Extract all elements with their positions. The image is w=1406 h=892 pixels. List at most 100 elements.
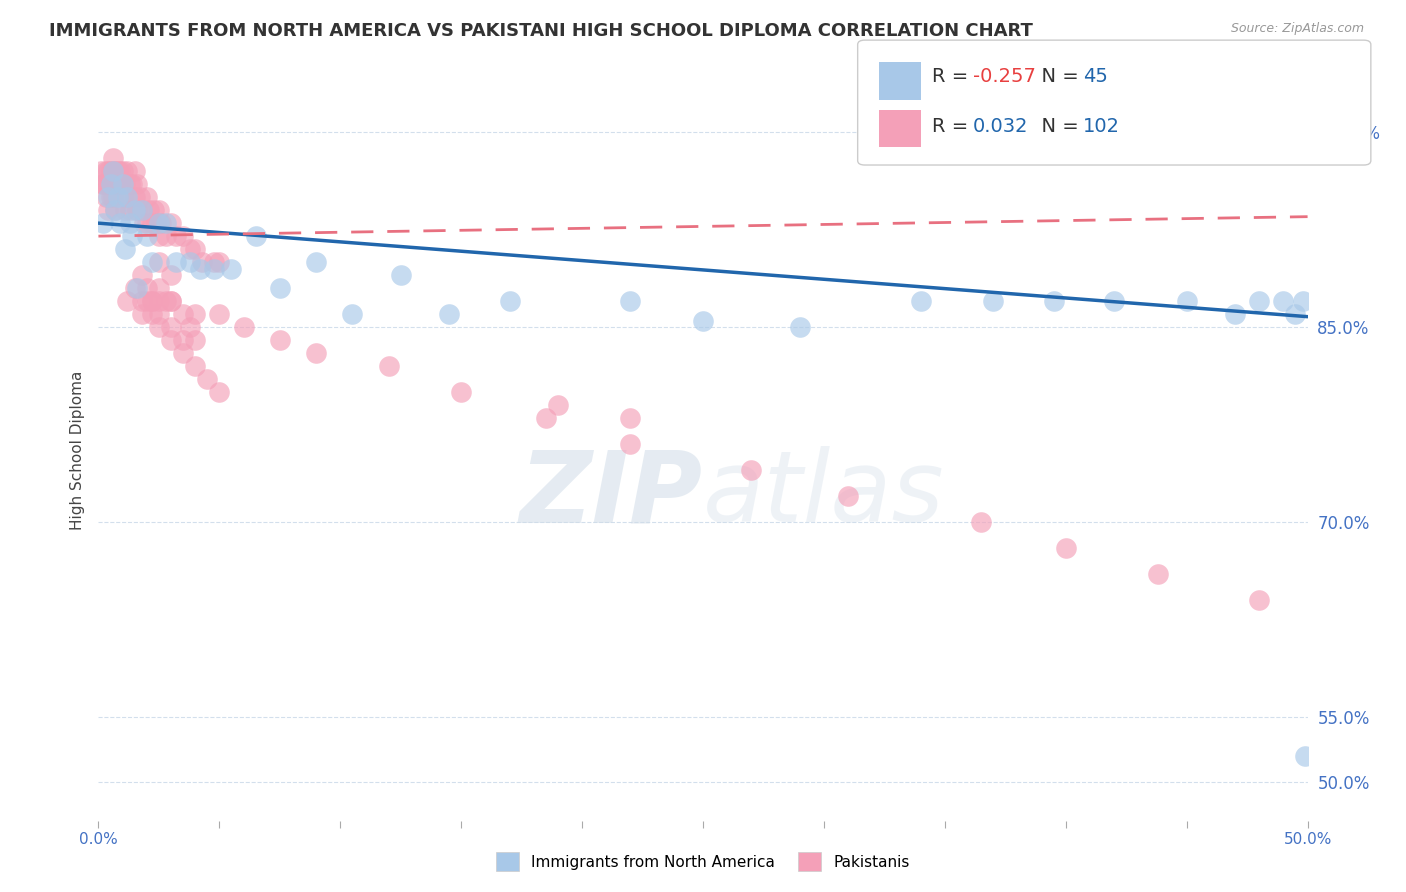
Point: [121, 177, 143, 191]
Point: [389, 268, 412, 282]
Text: R =: R =: [932, 67, 974, 87]
Text: N =: N =: [1029, 117, 1085, 136]
Point: [100, 177, 122, 191]
Point: [437, 307, 460, 321]
Point: [195, 372, 218, 386]
Point: [117, 190, 139, 204]
Point: [305, 255, 328, 269]
Point: [1272, 294, 1295, 309]
Point: [184, 359, 207, 373]
Point: [131, 203, 153, 218]
Text: 0.032: 0.032: [973, 117, 1028, 136]
Point: [204, 261, 226, 276]
Point: [135, 190, 157, 204]
Point: [1292, 294, 1315, 309]
Text: ZIP: ZIP: [520, 446, 703, 543]
Point: [138, 203, 160, 218]
Point: [342, 307, 364, 321]
Point: [128, 190, 150, 204]
Point: [789, 320, 811, 334]
Point: [135, 216, 157, 230]
Point: [165, 229, 187, 244]
Text: Source: ZipAtlas.com: Source: ZipAtlas.com: [1230, 22, 1364, 36]
Point: [127, 281, 149, 295]
Text: N =: N =: [1029, 67, 1085, 87]
Point: [131, 268, 153, 282]
Point: [1102, 294, 1125, 309]
Point: [188, 261, 211, 276]
Point: [184, 307, 207, 321]
Text: R =: R =: [932, 117, 974, 136]
Point: [204, 255, 226, 269]
Point: [1249, 294, 1271, 309]
Point: [124, 203, 146, 218]
Point: [127, 177, 149, 191]
Point: [179, 255, 201, 269]
Point: [90, 164, 112, 178]
Point: [101, 151, 124, 165]
Point: [155, 216, 177, 230]
Point: [121, 229, 143, 244]
Point: [191, 255, 214, 269]
Text: 102: 102: [1083, 117, 1119, 136]
Point: [100, 164, 122, 178]
Point: [692, 313, 714, 327]
Point: [117, 294, 139, 309]
Point: [148, 294, 170, 309]
Point: [114, 203, 136, 218]
Point: [117, 190, 139, 204]
Point: [101, 190, 124, 204]
Point: [118, 216, 141, 230]
Point: [124, 164, 146, 178]
Point: [124, 281, 146, 295]
Point: [101, 164, 124, 178]
Point: [547, 398, 569, 412]
Point: [91, 216, 114, 230]
Point: [108, 216, 131, 230]
Point: [970, 515, 993, 529]
Point: [117, 164, 139, 178]
Point: [208, 255, 231, 269]
Point: [179, 242, 201, 256]
Point: [141, 255, 163, 269]
Point: [148, 307, 170, 321]
Point: [172, 229, 194, 244]
Point: [179, 320, 201, 334]
Point: [172, 333, 194, 347]
Point: [1042, 294, 1064, 309]
Point: [104, 164, 127, 178]
Point: [148, 203, 170, 218]
Point: [104, 203, 127, 218]
Point: [148, 255, 170, 269]
Point: [111, 164, 134, 178]
Point: [111, 177, 134, 191]
Point: [498, 294, 520, 309]
Point: [141, 294, 163, 309]
Point: [160, 294, 183, 309]
Point: [150, 216, 173, 230]
Text: -0.257: -0.257: [973, 67, 1036, 87]
Point: [91, 177, 114, 191]
Point: [118, 203, 141, 218]
Point: [108, 164, 131, 178]
Point: [94, 164, 117, 178]
Point: [107, 190, 129, 204]
Point: [114, 242, 136, 256]
Text: atlas: atlas: [703, 446, 945, 543]
Point: [108, 177, 131, 191]
Point: [172, 346, 194, 360]
Point: [135, 294, 157, 309]
Point: [740, 463, 762, 477]
Point: [245, 229, 267, 244]
Point: [148, 281, 170, 295]
Point: [97, 177, 120, 191]
Point: [104, 177, 127, 191]
Point: [91, 177, 114, 191]
Point: [221, 261, 243, 276]
Point: [1175, 294, 1198, 309]
Point: [1284, 307, 1306, 321]
Point: [184, 242, 207, 256]
Point: [118, 177, 141, 191]
Point: [160, 294, 183, 309]
Text: 45: 45: [1083, 67, 1108, 87]
